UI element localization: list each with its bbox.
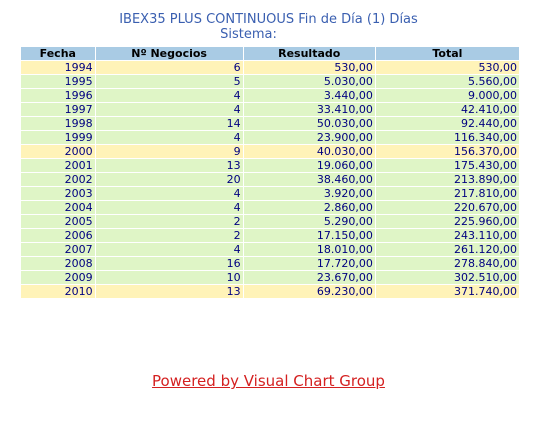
- cell-negocios: 16: [95, 257, 243, 270]
- cell-fecha: 2009: [21, 271, 95, 284]
- report-title: IBEX35 PLUS CONTINUOUS Fin de Día (1) Dí…: [119, 12, 418, 27]
- cell-resultado: 5.030,00: [243, 75, 375, 88]
- column-header-resultado: Resultado: [243, 47, 375, 60]
- table-row: 2001 13 19.060,00 175.430,00: [21, 159, 519, 172]
- cell-total: 42.410,00: [375, 103, 519, 116]
- cell-total: 213.890,00: [375, 173, 519, 186]
- cell-fecha: 2008: [21, 257, 95, 270]
- cell-negocios: 4: [95, 187, 243, 200]
- cell-fecha: 1996: [21, 89, 95, 102]
- cell-total: 156.370,00: [375, 145, 519, 158]
- cell-negocios: 2: [95, 215, 243, 228]
- cell-total: 371.740,00: [375, 285, 519, 298]
- cell-fecha: 1999: [21, 131, 95, 144]
- cell-fecha: 2004: [21, 201, 95, 214]
- cell-resultado: 23.900,00: [243, 131, 375, 144]
- report-subtitle: Sistema:: [220, 27, 277, 42]
- table-row: 2000 9 40.030,00 156.370,00: [21, 145, 519, 158]
- cell-fecha: 1995: [21, 75, 95, 88]
- cell-total: 116.340,00: [375, 131, 519, 144]
- cell-total: 220.670,00: [375, 201, 519, 214]
- cell-negocios: 4: [95, 89, 243, 102]
- cell-fecha: 2005: [21, 215, 95, 228]
- cell-negocios: 13: [95, 285, 243, 298]
- table-row: 2002 20 38.460,00 213.890,00: [21, 173, 519, 186]
- cell-fecha: 2000: [21, 145, 95, 158]
- table-row: 2007 4 18.010,00 261.120,00: [21, 243, 519, 256]
- cell-resultado: 3.440,00: [243, 89, 375, 102]
- cell-fecha: 2003: [21, 187, 95, 200]
- cell-resultado: 40.030,00: [243, 145, 375, 158]
- powered-by-link[interactable]: Powered by Visual Chart Group: [152, 372, 385, 390]
- cell-fecha: 2010: [21, 285, 95, 298]
- cell-total: 243.110,00: [375, 229, 519, 242]
- table-row: 1997 4 33.410,00 42.410,00: [21, 103, 519, 116]
- cell-negocios: 4: [95, 201, 243, 214]
- cell-total: 217.810,00: [375, 187, 519, 200]
- cell-fecha: 1994: [21, 61, 95, 74]
- cell-resultado: 33.410,00: [243, 103, 375, 116]
- column-header-negocios: Nº Negocios: [95, 47, 243, 60]
- cell-resultado: 18.010,00: [243, 243, 375, 256]
- cell-resultado: 3.920,00: [243, 187, 375, 200]
- cell-resultado: 5.290,00: [243, 215, 375, 228]
- cell-negocios: 10: [95, 271, 243, 284]
- cell-fecha: 2002: [21, 173, 95, 186]
- table-row: 1994 6 530,00 530,00: [21, 61, 519, 74]
- cell-resultado: 530,00: [243, 61, 375, 74]
- cell-resultado: 69.230,00: [243, 285, 375, 298]
- table-header-row: Fecha Nº Negocios Resultado Total: [21, 47, 519, 60]
- cell-negocios: 4: [95, 103, 243, 116]
- cell-resultado: 17.150,00: [243, 229, 375, 242]
- cell-negocios: 6: [95, 61, 243, 74]
- cell-resultado: 19.060,00: [243, 159, 375, 172]
- footer: Powered by Visual Chart Group: [0, 372, 537, 390]
- cell-total: 5.560,00: [375, 75, 519, 88]
- cell-fecha: 2001: [21, 159, 95, 172]
- cell-negocios: 5: [95, 75, 243, 88]
- cell-fecha: 2007: [21, 243, 95, 256]
- cell-negocios: 2: [95, 229, 243, 242]
- cell-total: 92.440,00: [375, 117, 519, 130]
- cell-total: 9.000,00: [375, 89, 519, 102]
- table-row: 2008 16 17.720,00 278.840,00: [21, 257, 519, 270]
- cell-negocios: 14: [95, 117, 243, 130]
- report-header: IBEX35 PLUS CONTINUOUS Fin de Día (1) Dí…: [0, 12, 537, 42]
- cell-fecha: 1997: [21, 103, 95, 116]
- cell-negocios: 13: [95, 159, 243, 172]
- table-row: 1999 4 23.900,00 116.340,00: [21, 131, 519, 144]
- table-body: 1994 6 530,00 530,00 1995 5 5.030,00 5.560,00 19…: [21, 61, 519, 298]
- cell-negocios: 20: [95, 173, 243, 186]
- table-row: 2004 4 2.860,00 220.670,00: [21, 201, 519, 214]
- table-row: 2009 10 23.670,00 302.510,00: [21, 271, 519, 284]
- table-row: 2005 2 5.290,00 225.960,00: [21, 215, 519, 228]
- cell-fecha: 2006: [21, 229, 95, 242]
- table-row: 1996 4 3.440,00 9.000,00: [21, 89, 519, 102]
- cell-resultado: 50.030,00: [243, 117, 375, 130]
- cell-total: 225.960,00: [375, 215, 519, 228]
- cell-total: 261.120,00: [375, 243, 519, 256]
- column-header-fecha: Fecha: [21, 47, 95, 60]
- table-row: 1995 5 5.030,00 5.560,00: [21, 75, 519, 88]
- table-row: 1998 14 50.030,00 92.440,00: [21, 117, 519, 130]
- cell-resultado: 38.460,00: [243, 173, 375, 186]
- cell-negocios: 4: [95, 131, 243, 144]
- column-header-total: Total: [375, 47, 519, 60]
- cell-total: 175.430,00: [375, 159, 519, 172]
- table-row: 2010 13 69.230,00 371.740,00: [21, 285, 519, 298]
- table-row: 2003 4 3.920,00 217.810,00: [21, 187, 519, 200]
- cell-total: 530,00: [375, 61, 519, 74]
- cell-total: 302.510,00: [375, 271, 519, 284]
- cell-fecha: 1998: [21, 117, 95, 130]
- cell-resultado: 23.670,00: [243, 271, 375, 284]
- cell-negocios: 9: [95, 145, 243, 158]
- cell-total: 278.840,00: [375, 257, 519, 270]
- cell-resultado: 2.860,00: [243, 201, 375, 214]
- results-table: Fecha Nº Negocios Resultado Total 1994 6 5…: [20, 46, 520, 299]
- cell-negocios: 4: [95, 243, 243, 256]
- table-row: 2006 2 17.150,00 243.110,00: [21, 229, 519, 242]
- cell-resultado: 17.720,00: [243, 257, 375, 270]
